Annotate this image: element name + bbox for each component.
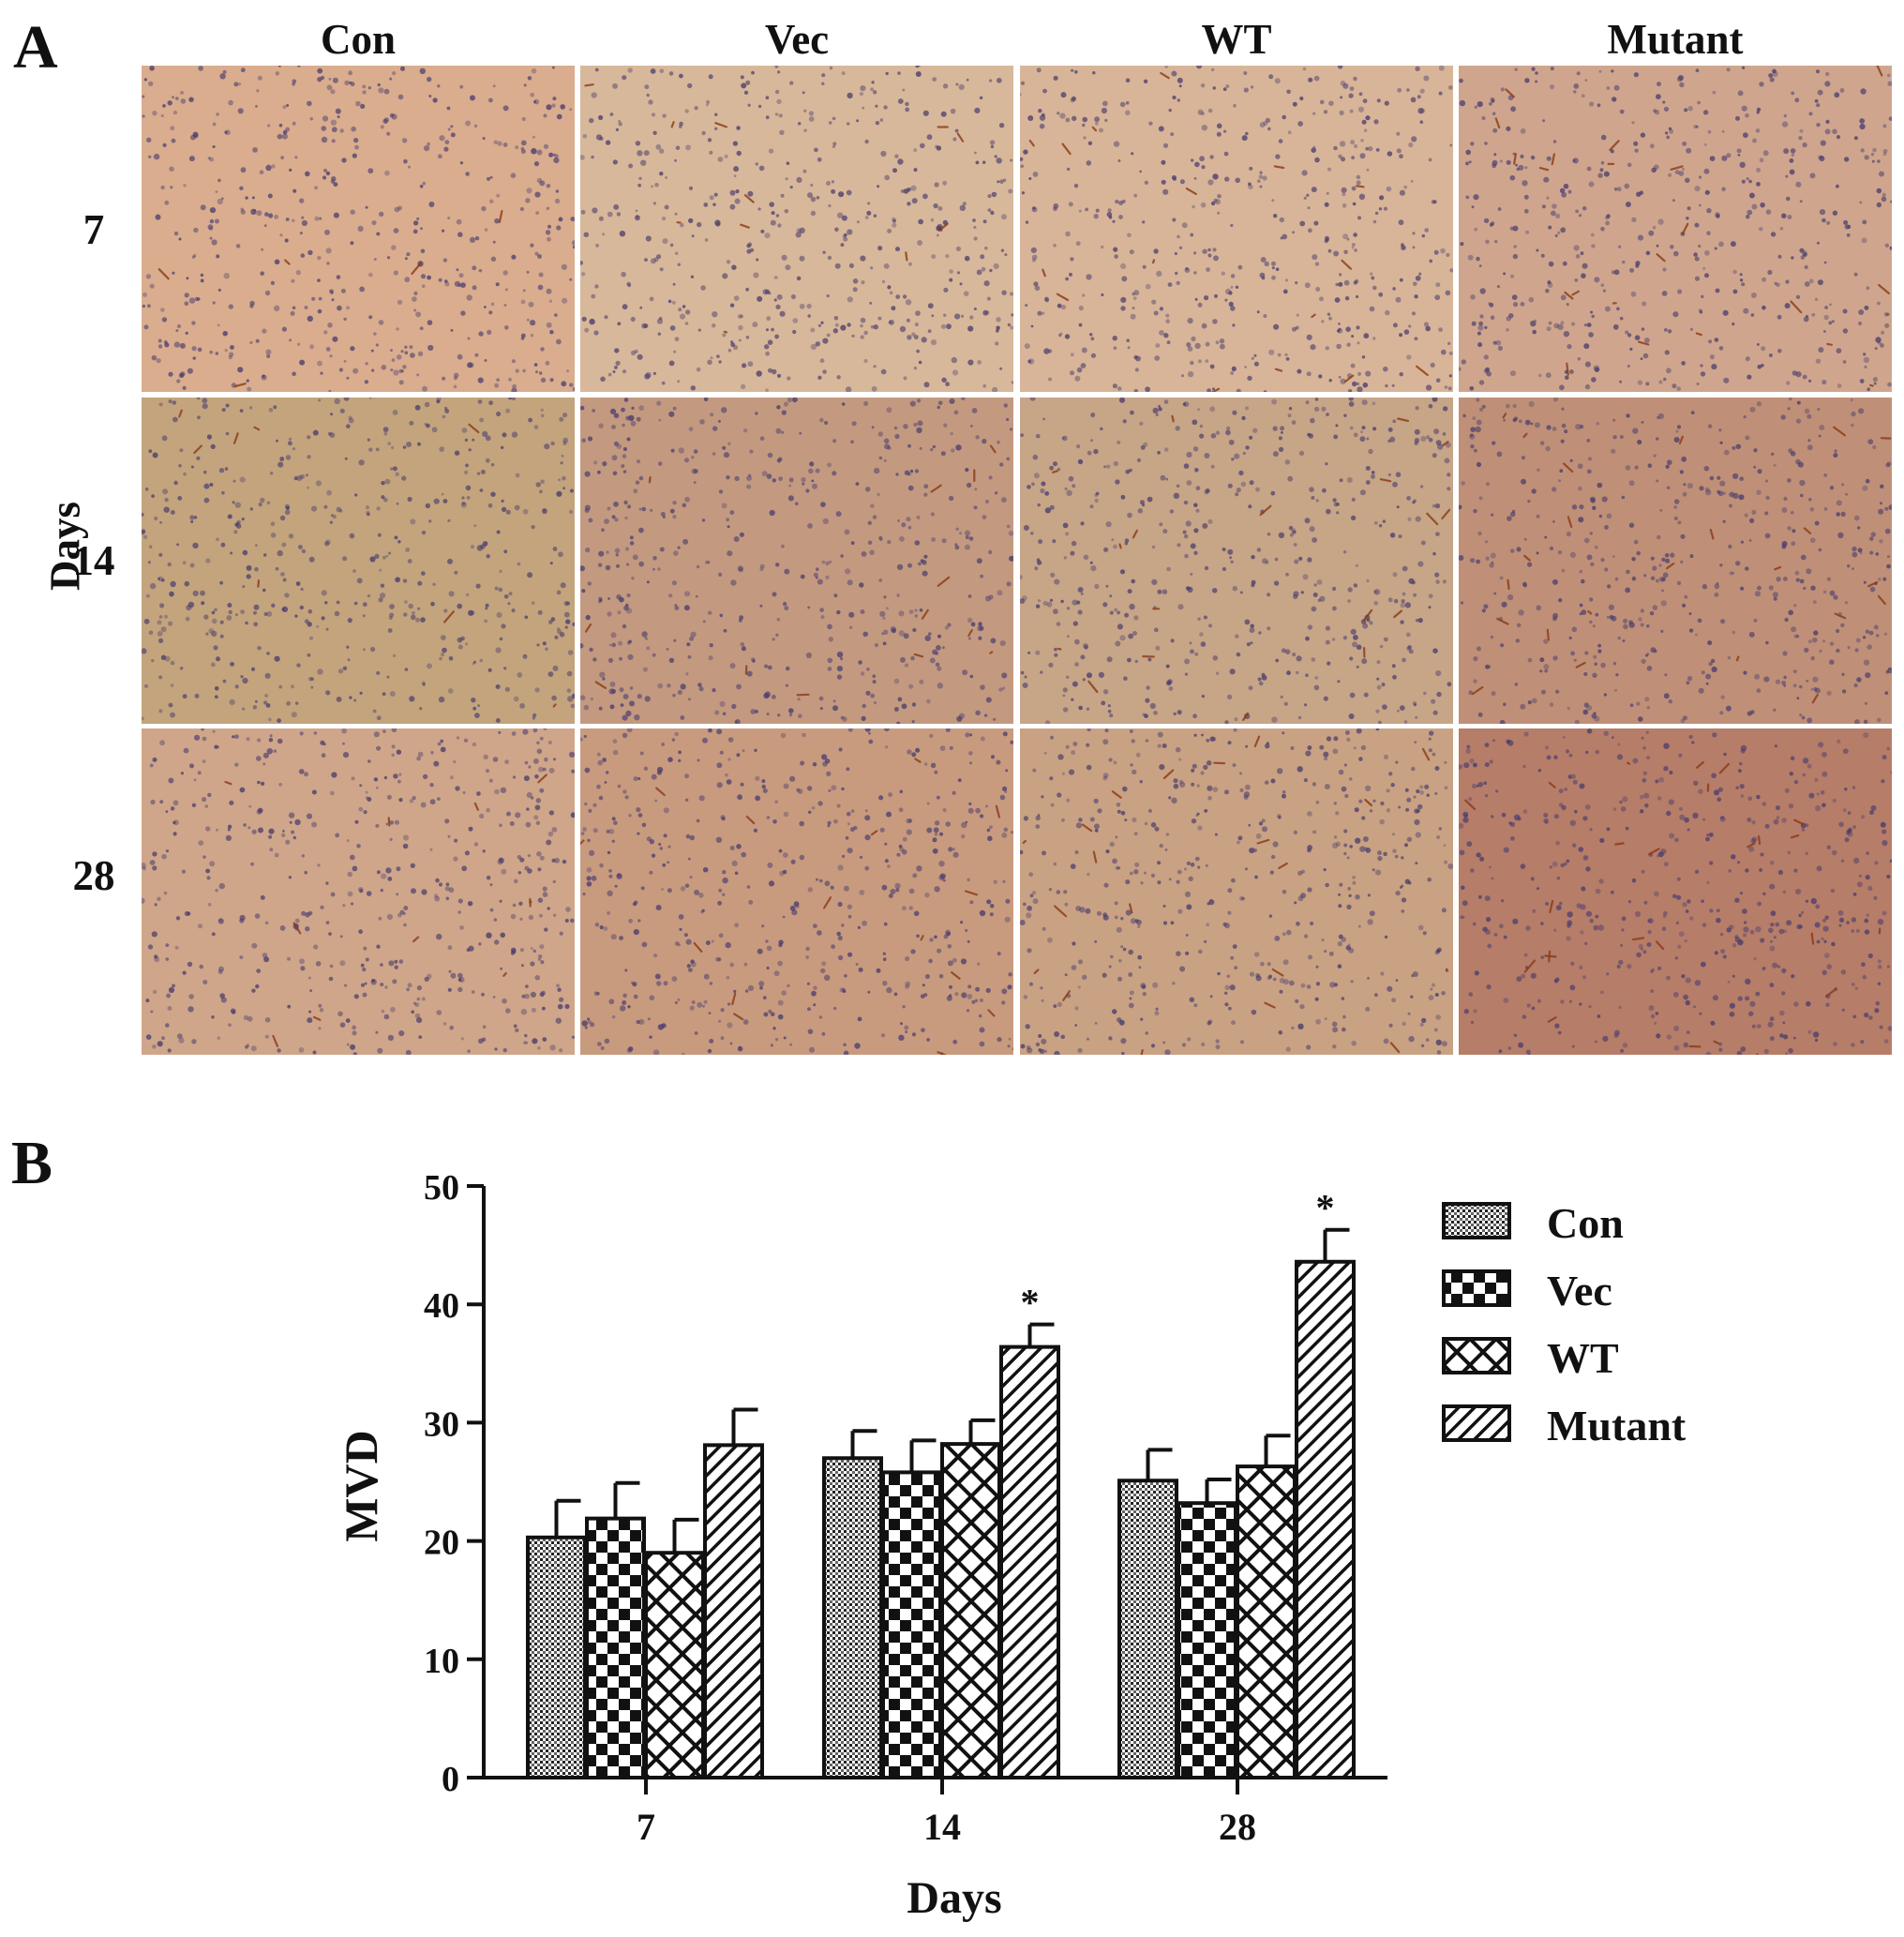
bar-mutant-day-7 (703, 1443, 764, 1780)
panel-a-letter: A (13, 13, 58, 82)
legend-swatch-diagonal-stripes-icon (1442, 1404, 1511, 1442)
micrograph-vec-day-28 (580, 728, 1013, 1055)
y-tick-label-10: 10 (424, 1642, 459, 1681)
bar-con-day-14 (822, 1456, 883, 1779)
bar-mutant-day-14 (999, 1344, 1060, 1779)
y-tick-label-20: 20 (424, 1524, 459, 1563)
column-label-con: Con (320, 16, 397, 63)
bar-wt-day-14 (940, 1442, 1001, 1779)
bar-mutant-day-28 (1295, 1259, 1356, 1779)
row-label-day-7: 7 (82, 206, 105, 253)
y-axis-label: MVD (335, 1430, 387, 1541)
micrograph-vec-day-14 (580, 398, 1013, 724)
micrograph-vec-day-7 (580, 66, 1013, 392)
x-axis-label: Days (907, 1873, 1001, 1923)
x-tick-label-28: 28 (1219, 1806, 1256, 1848)
micrograph-mutant-day-7 (1459, 66, 1892, 392)
bar-wt-day-28 (1236, 1464, 1297, 1779)
bar-con-day-7 (526, 1535, 587, 1779)
y-tick-label-30: 30 (424, 1404, 459, 1444)
legend-label-con: Con (1547, 1199, 1624, 1247)
y-tick-label-40: 40 (424, 1286, 459, 1326)
x-tick-label-14: 14 (923, 1806, 961, 1848)
legend-swatch-dots-icon (1442, 1202, 1511, 1239)
micrograph-con-day-14 (142, 398, 575, 724)
panel-b-letter: B (11, 1129, 53, 1197)
legend-swatch-crosshatch-icon (1442, 1337, 1511, 1374)
row-label-day-14: 14 (72, 537, 115, 584)
y-tick-label-0: 0 (442, 1760, 459, 1799)
bar-vec-day-28 (1177, 1501, 1237, 1779)
bar-con-day-28 (1117, 1479, 1178, 1780)
micrograph-wt-day-28 (1020, 728, 1453, 1055)
micrograph-wt-day-7 (1020, 66, 1453, 392)
micrograph-con-day-28 (142, 728, 575, 1055)
bar-wt-day-7 (644, 1551, 705, 1779)
legend-label-wt: WT (1547, 1334, 1619, 1382)
y-tick-label-50: 50 (424, 1168, 459, 1208)
column-label-wt: WT (1201, 16, 1272, 63)
column-label-mutant: Mutant (1607, 16, 1744, 63)
x-tick-label-7: 7 (637, 1806, 655, 1848)
micrograph-mutant-day-28 (1459, 728, 1892, 1055)
micrograph-wt-day-14 (1020, 398, 1453, 724)
micrograph-mutant-day-14 (1459, 398, 1892, 724)
bar-vec-day-7 (585, 1516, 646, 1779)
micrograph-con-day-7 (142, 66, 575, 392)
significance-star-14: * (1021, 1282, 1040, 1324)
row-label-day-28: 28 (72, 852, 115, 899)
legend-swatch-checker-icon (1442, 1269, 1511, 1307)
column-label-vec: Vec (764, 16, 830, 63)
significance-star-28: * (1316, 1187, 1335, 1229)
legend-label-mutant: Mutant (1547, 1402, 1687, 1449)
legend-label-vec: Vec (1547, 1267, 1612, 1314)
bar-vec-day-14 (881, 1470, 942, 1780)
